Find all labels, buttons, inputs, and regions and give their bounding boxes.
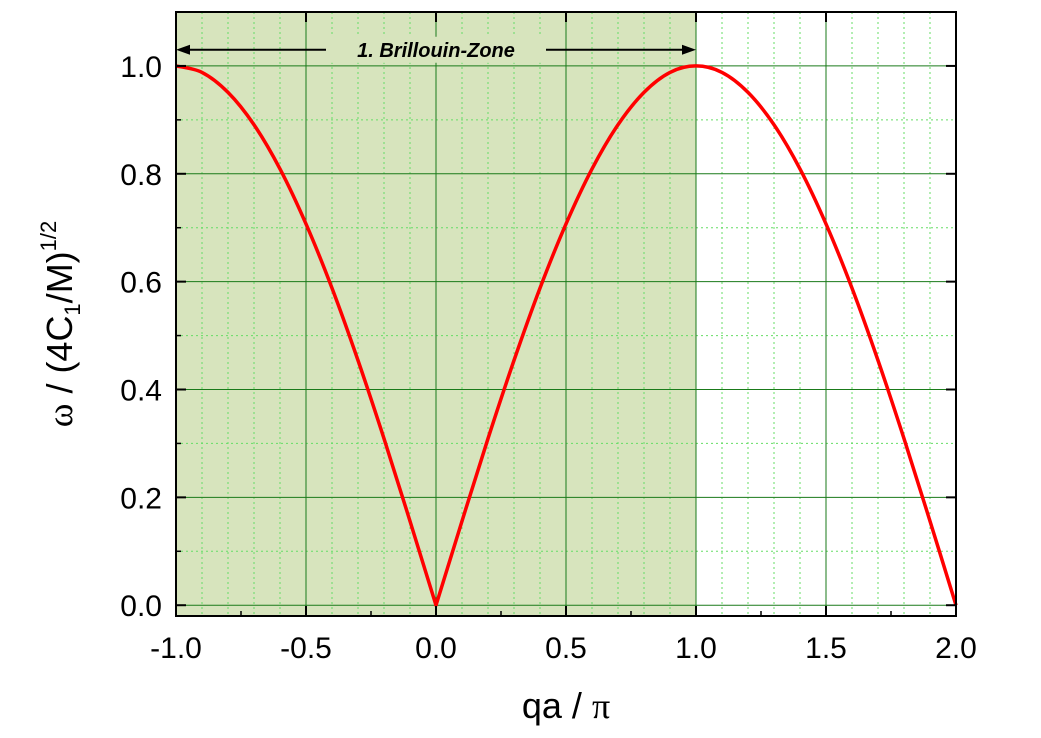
brillouin-zone-annotation: 1. Brillouin-Zone bbox=[176, 36, 696, 63]
x-tick-label: 0.5 bbox=[545, 632, 587, 665]
dispersion-curve bbox=[175, 64, 958, 607]
x-tick-label: -0.5 bbox=[280, 632, 332, 665]
y-tick-label: 0.6 bbox=[120, 267, 162, 300]
zone-arrow-left-head bbox=[176, 44, 190, 55]
x-axis-title: qa / π bbox=[522, 685, 610, 726]
zone-label-background bbox=[326, 36, 546, 63]
zone-label: 1. Brillouin-Zone bbox=[357, 40, 515, 62]
y-axis-title-sub: 1 bbox=[60, 303, 85, 315]
x-axis-title-symbol: π bbox=[592, 686, 610, 726]
y-tick-label: 0.2 bbox=[120, 482, 162, 515]
x-tick-label: 1.0 bbox=[675, 632, 717, 665]
y-axis-title-sup: 1/2 bbox=[36, 221, 61, 252]
y-tick-label: 0.4 bbox=[120, 375, 162, 408]
x-tick-label: -1.0 bbox=[150, 632, 202, 665]
tick-labels: -1.0 -0.5 0.0 0.5 1.0 1.5 2.0 0.0 0.2 0.4 0.6 0.8 1.… bbox=[120, 51, 977, 665]
y-axis-title: ω / (4C1/M)1/2 bbox=[36, 221, 85, 428]
x-tick-label: 1.5 bbox=[805, 632, 847, 665]
y-axis-title-text1: / (4C bbox=[39, 316, 80, 404]
x-axis-title-prefix: qa / bbox=[522, 685, 592, 726]
axis-ticks bbox=[175, 12, 957, 616]
x-tick-label: 0.0 bbox=[415, 632, 457, 665]
y-tick-label: 0.0 bbox=[120, 590, 162, 623]
x-tick-label: 2.0 bbox=[935, 632, 977, 665]
y-tick-label: 1.0 bbox=[120, 51, 162, 84]
y-tick-label: 0.8 bbox=[120, 159, 162, 192]
zone-arrow-right-head bbox=[682, 44, 696, 55]
y-axis-title-text2: /M) bbox=[39, 251, 80, 303]
y-axis-title-symbol: ω bbox=[40, 404, 80, 428]
major-grid bbox=[175, 12, 957, 616]
